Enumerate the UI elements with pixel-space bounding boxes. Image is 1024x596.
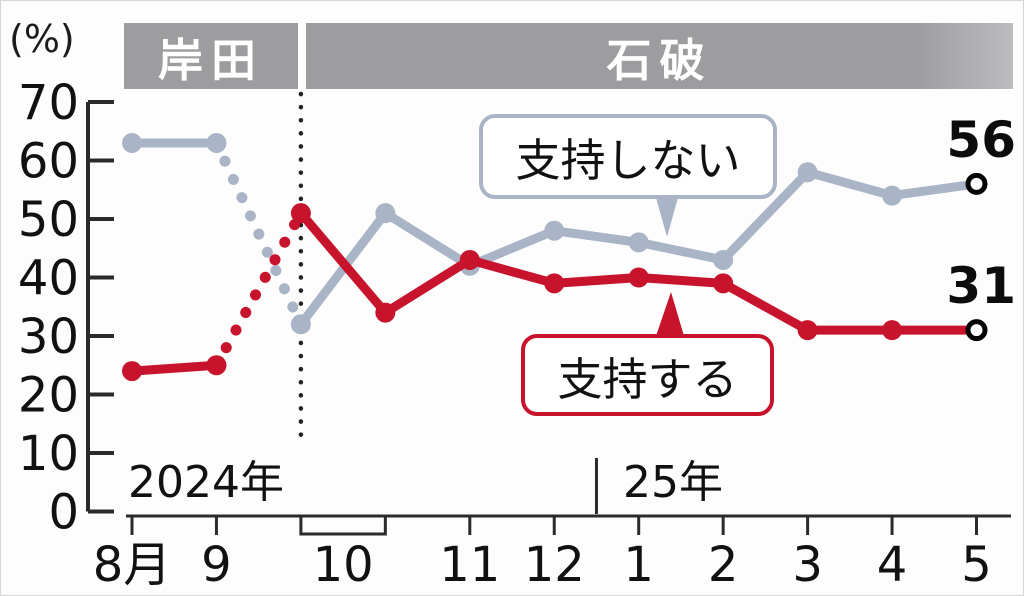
year-labels: 2024年 25年 (128, 457, 723, 514)
data-point (206, 355, 227, 376)
y-tick-label: 10 (18, 426, 79, 482)
support-series (122, 203, 988, 382)
data-point-open (965, 319, 988, 342)
x-tick-label: 4 (877, 537, 908, 593)
x-tick-label: 12 (524, 537, 585, 593)
no-support-callout: 支持しない (479, 114, 777, 199)
pm-period-ishiba-label: 石破 (606, 33, 713, 87)
y-tick-label: 70 (18, 75, 79, 131)
y-axis-unit-label: (%) (9, 17, 75, 61)
pm-period-ishiba-bar: 石破 (306, 23, 1013, 89)
data-point (713, 273, 734, 294)
x-tick-label: 3 (792, 537, 823, 593)
x-tick-bracket (299, 516, 387, 536)
y-tick-label: 0 (48, 485, 79, 541)
y-tick-label: 20 (18, 368, 79, 424)
callout-tails (653, 187, 684, 336)
data-point (628, 232, 649, 253)
x-tick-label: 8月 (93, 537, 172, 593)
data-point (459, 249, 480, 270)
data-point (797, 162, 818, 183)
support-callout-tail (656, 292, 684, 336)
y-tick-label: 30 (18, 309, 79, 365)
no-support-series (122, 132, 988, 335)
data-point (797, 320, 818, 341)
y-tick-label: 60 (18, 134, 79, 190)
pm-period-kishida-bar: 岸田 (124, 23, 298, 89)
y-tick-label: 50 (18, 192, 79, 248)
no-support-callout-tail (653, 187, 681, 237)
x-axis: 8月 9 10 11 12 1 2 3 4 5 (93, 514, 1011, 593)
data-point (544, 273, 565, 294)
support-end-value: 31 (946, 257, 1016, 315)
data-point (290, 314, 311, 335)
year-label-2024: 2024年 (128, 457, 284, 508)
x-tick-label: 2 (708, 537, 739, 593)
series-line-solid-pre (127, 360, 221, 376)
series-line-dotted-transition (210, 137, 307, 330)
support-callout: 支持する (521, 334, 774, 416)
data-point (544, 220, 565, 241)
data-point (290, 203, 311, 224)
data-point (713, 249, 734, 270)
data-point (882, 320, 903, 341)
no-support-callout-label: 支持しない (515, 134, 741, 187)
data-point (375, 302, 396, 323)
series-line-dotted-transition (210, 207, 307, 371)
pm-period-kishida-label: 岸田 (157, 33, 264, 87)
data-point (122, 361, 142, 382)
data-point (122, 132, 142, 153)
year-label-25: 25年 (623, 457, 723, 508)
data-point (628, 267, 649, 288)
data-point (882, 185, 903, 206)
x-tick-label: 10 (313, 537, 374, 593)
data-point (375, 203, 396, 224)
no-support-end-value: 56 (946, 111, 1016, 169)
x-tick-label: 1 (623, 537, 654, 593)
data-point (206, 132, 227, 153)
data-point-open (965, 172, 988, 195)
support-callout-label: 支持する (557, 352, 738, 406)
x-tick-label: 5 (961, 537, 992, 593)
x-tick-label: 11 (439, 537, 500, 593)
x-tick-label: 9 (201, 537, 232, 593)
y-tick-label: 40 (18, 251, 79, 307)
